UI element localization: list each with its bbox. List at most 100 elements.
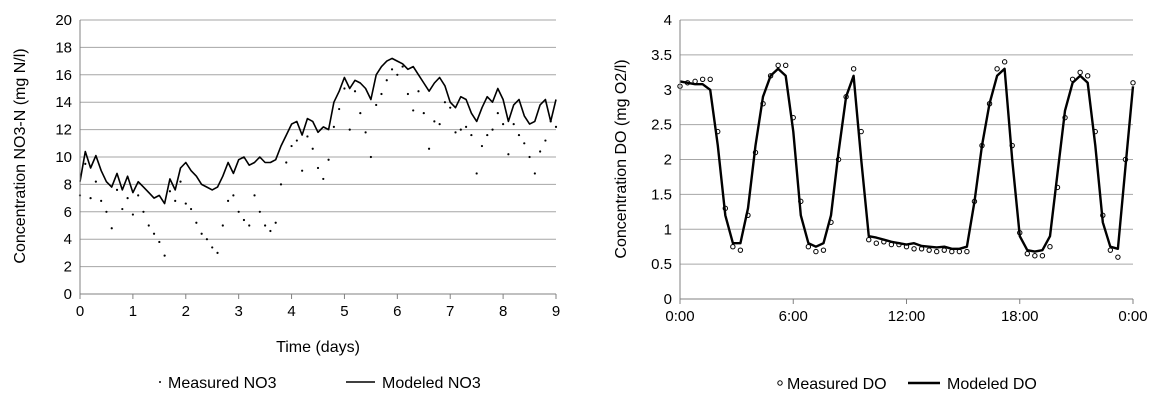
nitrate-x-tick-label: 5	[340, 303, 348, 320]
nitrate-data-point	[121, 207, 124, 211]
nitrate-data-point	[454, 131, 457, 134]
nitrate-data-point	[353, 90, 357, 93]
do-data-point	[1001, 59, 1008, 65]
nitrate-data-point	[390, 68, 394, 71]
do-data-point	[941, 247, 947, 253]
nitrate-gridlines	[80, 19, 556, 295]
nitrate-data-point	[115, 188, 119, 191]
nitrate-data-point	[100, 199, 103, 202]
nitrate-data-point	[264, 224, 267, 227]
nitrate-data-point	[438, 123, 441, 126]
nitrate-data-point	[343, 87, 346, 90]
do-data-point	[813, 248, 819, 255]
nitrate-data-point	[348, 128, 351, 131]
nitrate-y-tick-label: 0	[64, 286, 72, 303]
nitrate-data-point	[211, 246, 214, 249]
nitrate-data-point	[544, 139, 547, 142]
nitrate-data-point	[226, 199, 230, 202]
nitrate-data-point	[274, 221, 277, 224]
do-data-point	[866, 237, 872, 243]
nitrate-x-tick-label: 2	[182, 303, 190, 320]
nitrate-data-point	[332, 125, 335, 128]
nitrate-data-point	[417, 90, 420, 93]
nitrate-data-point	[491, 128, 494, 131]
do-x-tick-label: 12:00	[888, 308, 926, 325]
nitrate-data-point	[110, 227, 113, 230]
do-gridlines	[680, 19, 1133, 300]
nitrate-data-point	[470, 133, 473, 137]
nitrate-x-tick-label: 6	[393, 303, 401, 320]
nitrate-data-point	[242, 218, 246, 222]
nitrate-data-point	[311, 147, 314, 150]
do-data-point	[949, 248, 955, 255]
do-data-point	[956, 248, 963, 255]
nitrate-x-axis-title: Time (days)	[276, 339, 360, 356]
do-data-point	[1077, 69, 1083, 76]
do-y-tick-label: 2.5	[651, 117, 672, 134]
nitrate-legend-modeled-label: Modeled NO3	[382, 375, 481, 392]
do-data-point	[783, 62, 789, 69]
nitrate-data-point	[221, 224, 224, 227]
nitrate-y-tick-label: 2	[64, 259, 72, 276]
do-y-tick-label: 3	[664, 82, 672, 99]
do-x-tick-label: 0:00	[665, 308, 694, 325]
nitrate-data-point	[512, 123, 515, 126]
nitrate-data-point	[163, 254, 166, 257]
nitrate-data-point	[554, 125, 558, 128]
nitrate-x-tick-label: 7	[446, 303, 454, 320]
nitrate-data-point	[496, 112, 499, 115]
do-x-tick-label: 18:00	[1001, 308, 1039, 325]
nitrate-data-point	[427, 147, 431, 150]
nitrate-data-point	[94, 180, 97, 183]
nitrate-axes	[79, 20, 557, 299]
nitrate-data-point	[412, 109, 415, 112]
nitrate-data-point	[322, 177, 325, 181]
nitrate-data-point	[523, 142, 526, 145]
nitrate-data-point	[189, 207, 193, 211]
do-data-point	[820, 247, 827, 253]
do-y-tick-label: 1.5	[651, 186, 672, 203]
nitrate-data-point	[316, 166, 320, 170]
nitrate-data-point	[507, 153, 510, 156]
do-data-point	[1115, 254, 1121, 260]
nitrate-data-point	[84, 162, 87, 165]
nitrate-data-point	[152, 232, 156, 235]
nitrate-data-point	[248, 224, 251, 227]
nitrate-data-point	[396, 73, 399, 76]
nitrate-x-tick-label: 8	[499, 303, 507, 320]
nitrate-data-point	[158, 240, 161, 244]
nitrate-y-tick-label: 8	[64, 176, 72, 193]
nitrate-data-point	[137, 194, 140, 197]
do-data-point	[1130, 80, 1136, 86]
nitrate-data-point	[517, 133, 521, 137]
do-data-point	[775, 62, 781, 69]
nitrate-data-point	[216, 251, 219, 254]
do-y-tick-label: 3.5	[651, 47, 672, 64]
nitrate-data-point	[338, 107, 341, 111]
do-series-line-1	[679, 67, 1135, 253]
do-series	[677, 59, 1136, 260]
do-legend: Measured DO Modeled DO	[777, 376, 1037, 393]
nitrate-data-point	[232, 194, 235, 197]
nitrate-data-point	[401, 65, 404, 68]
do-data-point	[1024, 250, 1031, 257]
do-x-ticks: 0:00 6:00 12:00 18:00 0:00	[665, 308, 1147, 325]
do-x-tick-label: 0:00	[1118, 308, 1147, 325]
nitrate-data-point	[179, 180, 182, 183]
nitrate-data-point	[480, 144, 484, 148]
nitrate-data-point	[486, 133, 489, 137]
nitrate-data-point	[364, 131, 367, 134]
do-data-point	[699, 76, 706, 82]
do-data-point	[1039, 253, 1046, 259]
nitrate-data-point	[406, 92, 410, 96]
do-data-point	[850, 66, 857, 72]
nitrate-y-tick-label: 16	[55, 67, 72, 84]
nitrate-data-point	[126, 197, 129, 200]
do-data-point	[964, 248, 970, 255]
do-chart: 00.511.522.533.54 0:00 6:00 12:00 18:00 0:00…	[613, 12, 1148, 393]
nitrate-y-tick-label: 6	[64, 204, 72, 221]
nitrate-data-point	[359, 112, 362, 115]
nitrate-data-point	[253, 194, 256, 197]
do-legend-measured-label: Measured DO	[787, 376, 887, 393]
